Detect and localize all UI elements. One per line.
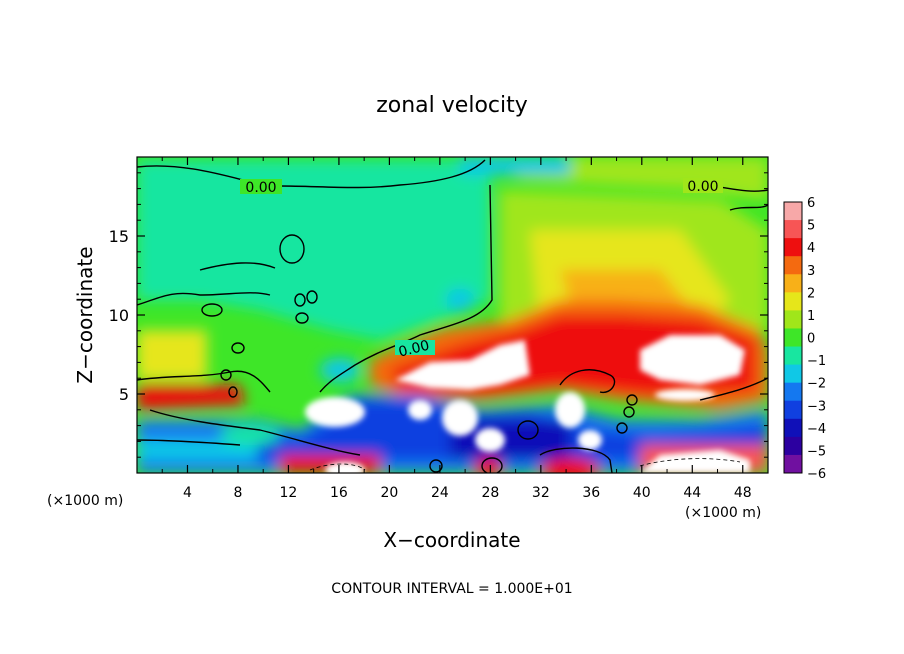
colorbar-swatch bbox=[784, 274, 802, 293]
colorbar-swatch bbox=[784, 436, 802, 456]
colorbar-swatch bbox=[784, 400, 802, 420]
colorbar-tick-label: 3 bbox=[807, 264, 815, 279]
colorbar-tick-label: −3 bbox=[807, 399, 826, 414]
colorbar-tick-label: −5 bbox=[807, 444, 826, 459]
x-tick-label: 24 bbox=[431, 485, 449, 501]
colorbar-tick-label: −6 bbox=[807, 467, 826, 482]
colorbar-tick-label: −1 bbox=[807, 354, 826, 369]
colorbar: 6 5 4 3 2 1 0 −1 −2 −3 −4 −5 −6 bbox=[783, 196, 826, 482]
colorbar-swatch bbox=[784, 220, 802, 239]
colorbar-swatch bbox=[784, 256, 802, 275]
x-tick-label: 36 bbox=[582, 485, 600, 501]
x-tick-label: 44 bbox=[683, 485, 701, 501]
y-tick-label: 10 bbox=[109, 306, 129, 325]
x-tick-label: 12 bbox=[280, 485, 298, 501]
x-tick-label: 32 bbox=[532, 485, 550, 501]
colorbar-tick-label: 2 bbox=[807, 286, 815, 301]
y-tick-label: 15 bbox=[109, 227, 129, 246]
x-tick-label: 4 bbox=[183, 485, 192, 501]
colorbar-swatch bbox=[784, 202, 802, 221]
x-unit-left: (×1000 m) bbox=[47, 493, 123, 509]
colorbar-swatch bbox=[784, 418, 802, 438]
colorbar-tick-label: 1 bbox=[807, 309, 815, 324]
colorbar-swatch bbox=[784, 310, 802, 329]
x-tick-label: 28 bbox=[481, 485, 499, 501]
contour-interval-note: CONTOUR INTERVAL = 1.000E+01 bbox=[331, 581, 572, 597]
contour-label-2: 0.00 bbox=[687, 179, 718, 195]
contour-label-3: 0.00 bbox=[397, 338, 431, 361]
x-axis: 4 8 12 16 20 24 28 32 36 40 44 48 bbox=[161, 157, 752, 501]
x-tick-label: 40 bbox=[633, 485, 651, 501]
colorbar-tick-label: 4 bbox=[807, 241, 815, 256]
y-tick-label: 5 bbox=[119, 385, 129, 404]
contour-label-1: 0.00 bbox=[245, 180, 276, 196]
colorbar-swatch bbox=[784, 292, 802, 311]
colorbar-swatch bbox=[784, 238, 802, 257]
colorbar-tick-label: 5 bbox=[807, 219, 815, 234]
colorbar-tick-label: 0 bbox=[807, 332, 815, 347]
colorbar-frame bbox=[783, 201, 803, 474]
colorbar-swatch bbox=[784, 454, 802, 474]
colorbar-swatch bbox=[784, 382, 802, 402]
y-axis-label: Z−coordinate bbox=[73, 246, 97, 383]
y-axis: 5 10 15 bbox=[109, 172, 768, 458]
plot-area bbox=[137, 157, 768, 473]
colorbar-swatch bbox=[784, 328, 802, 348]
colorbar-swatch bbox=[784, 364, 802, 384]
colorbar-swatch bbox=[784, 346, 802, 366]
chart-title: zonal velocity bbox=[376, 93, 528, 118]
x-tick-label: 16 bbox=[330, 485, 348, 501]
x-tick-label: 20 bbox=[380, 485, 398, 501]
colorbar-tick-label: −2 bbox=[807, 377, 826, 392]
x-axis-label: X−coordinate bbox=[383, 528, 520, 552]
colorbar-tick-label: 6 bbox=[807, 196, 815, 211]
x-unit-right: (×1000 m) bbox=[685, 505, 761, 521]
x-tick-label: 48 bbox=[734, 485, 752, 501]
colorbar-tick-label: −4 bbox=[807, 422, 826, 437]
x-tick-label: 8 bbox=[233, 485, 242, 501]
